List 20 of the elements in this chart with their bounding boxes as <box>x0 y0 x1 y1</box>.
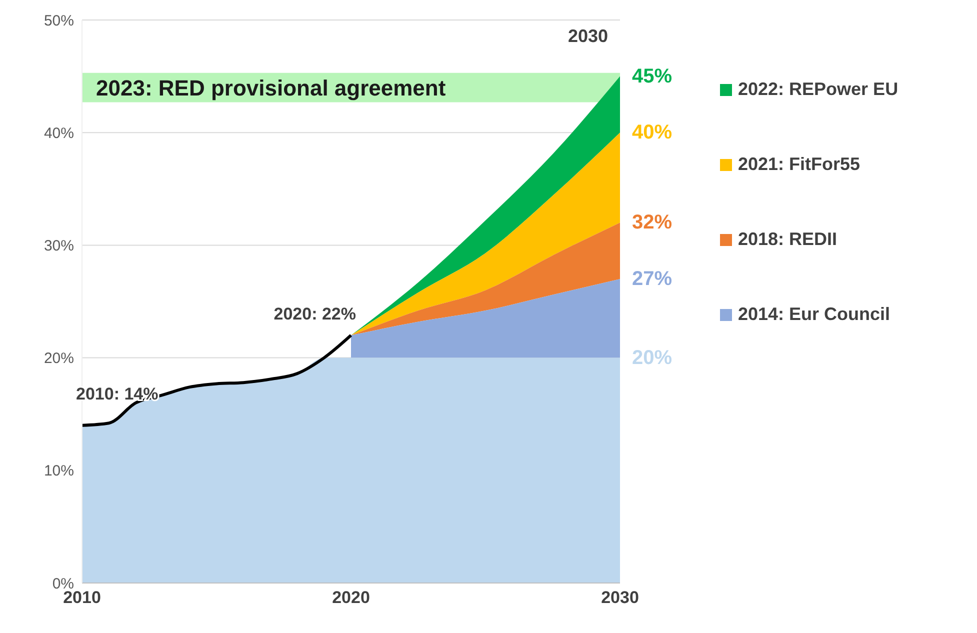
y-tick-label: 30% <box>44 238 74 255</box>
x-tick-label: 2030 <box>601 588 639 608</box>
data-label: 45% <box>632 65 672 88</box>
legend-label: 2014: Eur Council <box>738 304 890 325</box>
data-label: 2020: 22% <box>274 304 356 324</box>
legend-label: 2021: FitFor55 <box>738 154 860 175</box>
y-tick-label: 20% <box>44 350 74 368</box>
annotation: 2030 <box>568 26 608 47</box>
legend-label: 2018: REDII <box>738 229 838 250</box>
y-tick-label: 10% <box>44 462 74 480</box>
data-label: 27% <box>632 268 672 290</box>
band-label: 2023: RED provisional agreement <box>96 75 446 100</box>
data-label: 20% <box>632 346 672 369</box>
y-tick-label: 40% <box>44 124 74 142</box>
legend-label: 2022: REPower EU <box>738 79 898 100</box>
data-label: 32% <box>632 212 672 234</box>
data-label: 40% <box>632 122 672 144</box>
data-label: 2010: 14% <box>76 384 158 404</box>
x-tick-label: 2020 <box>332 588 370 608</box>
y-tick-label: 50% <box>44 12 74 30</box>
